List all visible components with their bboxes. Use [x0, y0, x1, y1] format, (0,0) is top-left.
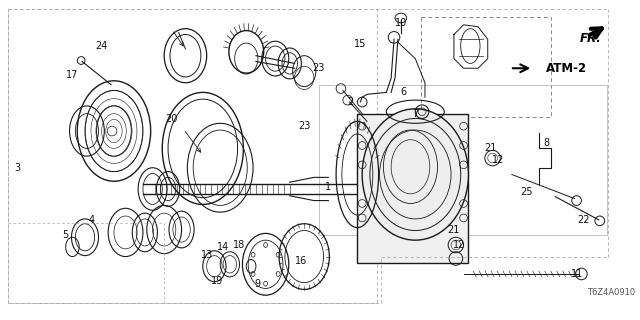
Text: 6: 6: [401, 87, 407, 97]
Bar: [8, 9, 377, 303]
Bar: [421, 17, 550, 116]
Text: 25: 25: [520, 187, 532, 197]
Bar: [319, 85, 607, 235]
Text: FR.: FR.: [579, 32, 601, 45]
Text: 10: 10: [395, 18, 407, 28]
Text: 17: 17: [67, 70, 79, 80]
Ellipse shape: [362, 109, 468, 240]
Text: T6Z4A0910: T6Z4A0910: [588, 288, 636, 297]
Text: 8: 8: [543, 138, 550, 148]
Text: 7: 7: [412, 109, 419, 119]
Text: ATM-2: ATM-2: [546, 62, 587, 75]
Text: 19: 19: [211, 276, 223, 286]
Text: 13: 13: [200, 250, 213, 260]
Text: 15: 15: [354, 39, 367, 49]
Text: 21: 21: [448, 225, 460, 235]
Text: 21: 21: [484, 143, 497, 153]
Text: 24: 24: [95, 41, 108, 51]
Text: 14: 14: [217, 242, 229, 252]
Text: 23: 23: [312, 63, 325, 73]
Text: 2: 2: [348, 97, 354, 107]
Text: 23: 23: [298, 121, 310, 131]
Text: 3: 3: [14, 163, 20, 173]
Text: 18: 18: [234, 240, 246, 250]
Text: 11: 11: [572, 269, 584, 279]
Text: 1: 1: [325, 182, 332, 192]
Text: 16: 16: [295, 256, 307, 267]
Text: 4: 4: [89, 215, 95, 225]
Text: 22: 22: [577, 215, 589, 225]
Text: 9: 9: [255, 279, 261, 289]
Text: 12: 12: [492, 155, 504, 165]
Bar: [357, 114, 468, 263]
Text: 12: 12: [452, 240, 465, 250]
Text: 20: 20: [166, 115, 178, 124]
Text: 5: 5: [63, 230, 68, 240]
